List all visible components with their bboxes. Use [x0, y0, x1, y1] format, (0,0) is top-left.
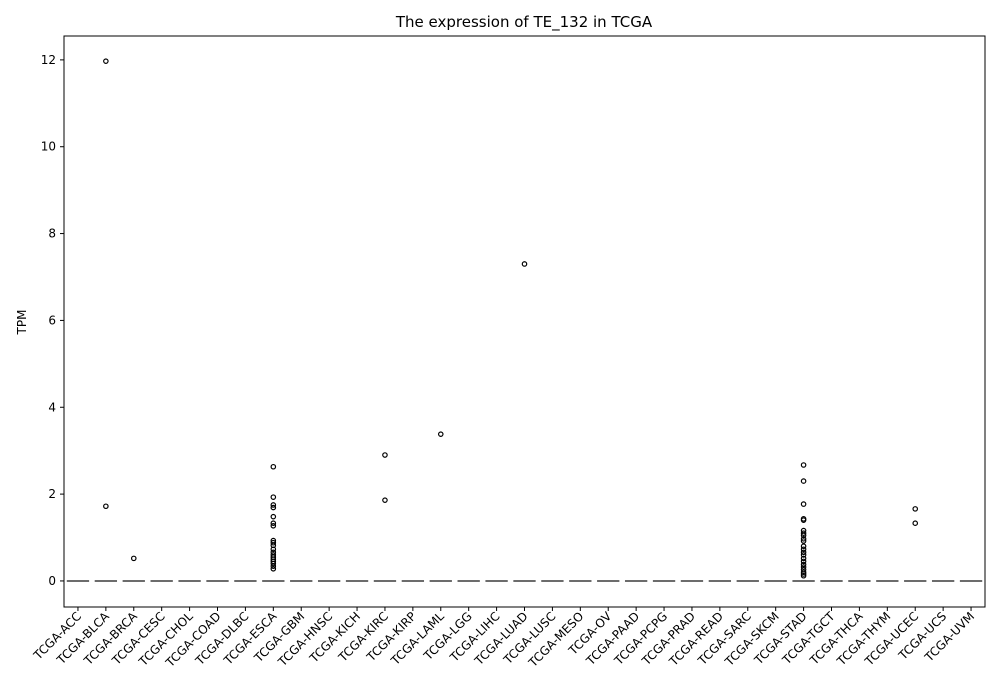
outlier-point [800, 572, 807, 579]
outlier-point [270, 502, 277, 508]
outlier-point [130, 555, 137, 562]
outlier-point [912, 520, 919, 526]
outlier-point [800, 517, 807, 523]
outlier-point [800, 549, 807, 556]
outlier-point [270, 520, 277, 526]
outlier-point [800, 530, 807, 536]
y-tick-label: 12 [41, 53, 56, 67]
y-axis: 0 2 4 6 8 10 12 [41, 53, 64, 588]
plot-area [63, 35, 986, 608]
outlier-point [800, 569, 807, 576]
outlier-point [800, 546, 807, 553]
y-tick-label: 4 [48, 400, 56, 414]
outlier-point [382, 497, 388, 503]
outlier-point [103, 58, 109, 64]
outlier-points [103, 58, 919, 579]
outlier-point [912, 506, 919, 512]
y-tick-label: 0 [48, 574, 56, 588]
x-axis: TCGA-ACCTCGA-BLCATCGA-BRCATCGA-CESCTCGA-… [30, 607, 977, 670]
outlier-point [800, 555, 807, 562]
y-tick-label: 8 [48, 227, 56, 241]
outlier-point [270, 539, 277, 546]
outlier-point [800, 536, 807, 542]
outlier-point [800, 462, 807, 468]
outlier-point [800, 532, 807, 539]
outlier-point [521, 261, 528, 267]
outlier-point [800, 552, 807, 558]
chart-title: The expression of TE_132 in TCGA [395, 13, 653, 32]
outlier-point [270, 565, 277, 572]
outlier-point [103, 503, 109, 510]
y-tick-label: 2 [48, 487, 56, 501]
outlier-point [270, 546, 277, 553]
y-tick-label: 6 [48, 313, 56, 327]
y-axis-label: TPM [15, 310, 29, 336]
outlier-point [800, 543, 807, 550]
outlier-point [800, 501, 807, 507]
outlier-point [800, 478, 807, 484]
outlier-point [270, 563, 277, 569]
outlier-point [270, 463, 277, 470]
outlier-point [800, 561, 807, 568]
outlier-point [270, 560, 277, 567]
outlier-point [270, 513, 277, 520]
outlier-point [270, 504, 277, 511]
outlier-point [270, 523, 277, 529]
outlier-point [800, 564, 807, 570]
y-tick-label: 10 [41, 140, 56, 154]
outlier-point [382, 452, 388, 458]
outlier-point [800, 538, 807, 544]
outlier-point [437, 431, 444, 437]
outlier-point [270, 494, 277, 500]
outlier-point [800, 558, 807, 565]
outlier-point [800, 571, 807, 577]
